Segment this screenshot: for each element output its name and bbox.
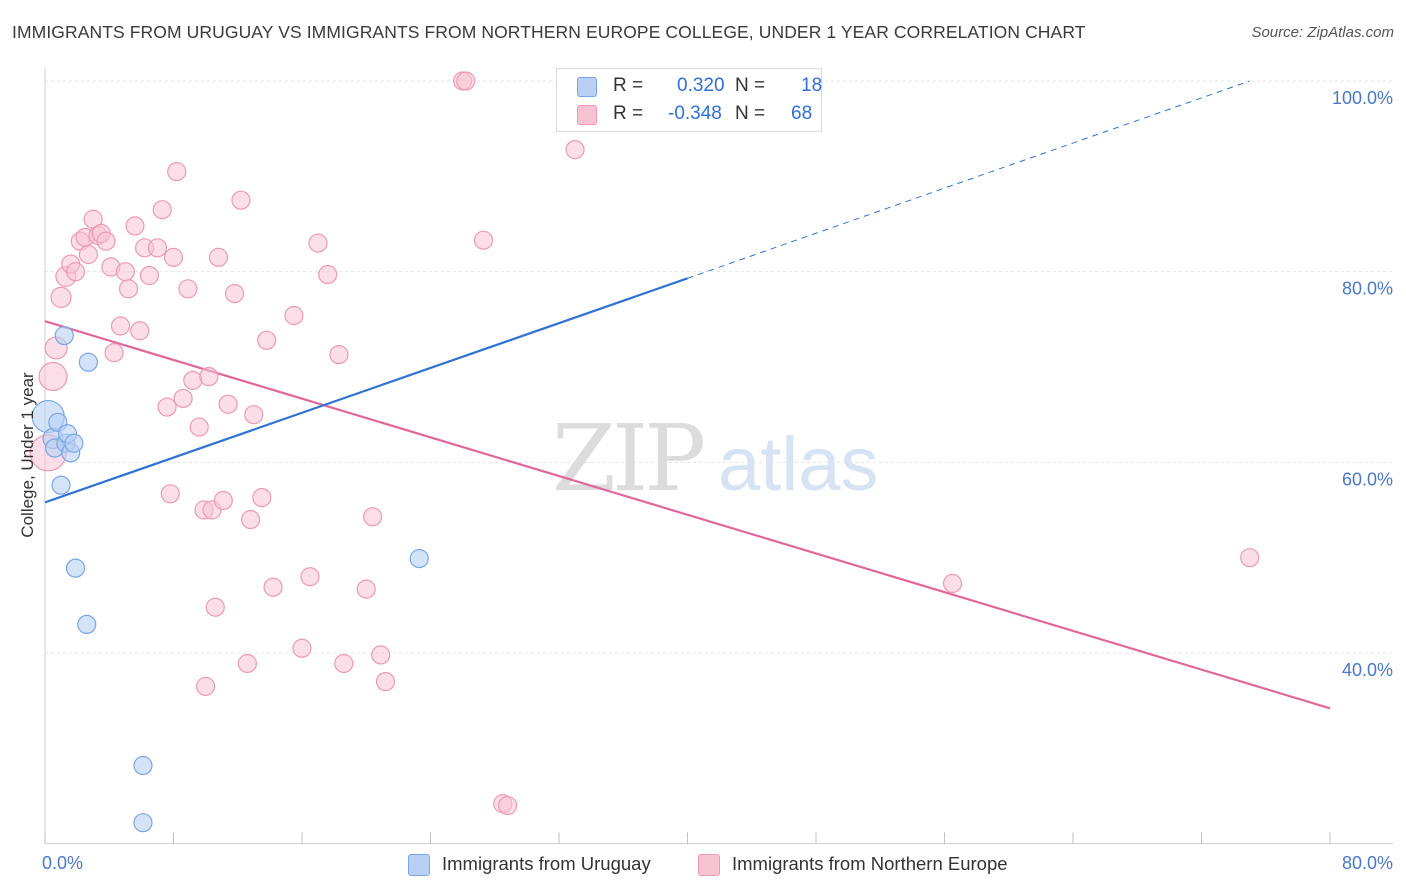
point-neurope [160, 484, 180, 504]
bottom-legend-label-neurope: Immigrants from Northern Europe [732, 853, 1008, 874]
point-neurope [257, 330, 277, 350]
point-neurope [196, 676, 216, 696]
y-tick-label: 40.0% [1342, 660, 1393, 680]
point-neurope [942, 573, 963, 594]
point-uruguay [64, 433, 84, 453]
point-neurope [125, 216, 145, 236]
point-neurope [167, 161, 187, 182]
point-neurope [213, 490, 233, 511]
point-neurope [38, 361, 68, 392]
point-uruguay [77, 614, 97, 635]
point-neurope [65, 262, 86, 282]
point-uruguay [409, 549, 429, 569]
point-neurope [224, 283, 245, 304]
point-neurope [115, 262, 135, 282]
point-neurope [231, 190, 251, 210]
y-axis-title: College, Under 1 year [18, 372, 37, 538]
point-neurope [329, 345, 349, 365]
point-neurope [208, 247, 229, 267]
point-neurope [163, 247, 184, 267]
legend-n-uruguay: 18 [801, 75, 823, 96]
point-neurope [152, 200, 172, 220]
trend-line-neurope [44, 320, 1331, 710]
legend-r-label: R = [613, 75, 644, 96]
legend-n-neurope: 68 [791, 103, 813, 124]
point-neurope [130, 321, 150, 341]
watermark-zip: ZIP [552, 405, 703, 512]
bottom-legend-swatch-uruguay [408, 854, 430, 876]
point-neurope [241, 509, 261, 530]
point-neurope [183, 370, 203, 390]
point-neurope [308, 233, 328, 253]
watermark-atlas: atlas [718, 422, 879, 507]
point-uruguay [133, 755, 153, 776]
point-neurope [292, 638, 312, 658]
trend-line-uruguay [44, 277, 688, 504]
point-neurope [456, 71, 476, 91]
point-neurope [356, 579, 376, 599]
point-neurope [189, 417, 209, 437]
point-neurope [300, 567, 320, 587]
point-uruguay [78, 352, 98, 372]
point-neurope [96, 231, 116, 251]
grid [45, 80, 1393, 654]
legend-r-label: R = [613, 103, 644, 124]
point-neurope [205, 597, 225, 617]
point-neurope [284, 305, 304, 326]
point-neurope [371, 645, 391, 665]
legend-r-neurope: -0.348 [668, 103, 722, 124]
point-neurope [157, 397, 177, 417]
point-neurope [178, 279, 198, 299]
point-neurope [139, 265, 160, 286]
y-tick-label: 60.0% [1342, 469, 1393, 489]
legend-swatch-uruguay [577, 77, 597, 97]
point-neurope [50, 286, 72, 309]
trend-lines [44, 80, 1331, 710]
point-neurope [375, 671, 396, 692]
point-neurope [498, 795, 518, 816]
point-neurope [363, 507, 383, 527]
watermark: ZIP atlas [552, 405, 879, 512]
point-uruguay [54, 325, 74, 346]
point-neurope [218, 394, 238, 414]
legend-n-label: N = [735, 103, 766, 124]
point-neurope [565, 140, 585, 160]
bottom-legend-label-uruguay: Immigrants from Uruguay [442, 853, 651, 874]
tick-labels: 100.0% 80.0% 60.0% 40.0% 0.0% 80.0% [42, 88, 1393, 873]
bottom-legend-swatch-neurope [698, 854, 720, 876]
point-neurope [147, 238, 168, 258]
x-tick-label: 0.0% [42, 853, 83, 873]
point-neurope [1240, 548, 1260, 568]
point-neurope [118, 279, 139, 299]
legend-r-uruguay: 0.320 [677, 75, 725, 96]
chart-title: IMMIGRANTS FROM URUGUAY VS IMMIGRANTS FR… [12, 22, 1086, 42]
point-neurope [473, 230, 494, 250]
point-neurope [318, 264, 338, 285]
point-neurope [104, 343, 124, 363]
trend-line-uruguay-dashed [687, 80, 1250, 279]
legend-swatch-neurope [577, 105, 597, 125]
point-neurope [173, 388, 193, 409]
point-neurope [78, 244, 98, 265]
y-tick-label: 100.0% [1332, 88, 1393, 108]
point-neurope [263, 577, 283, 597]
point-uruguay [51, 475, 71, 495]
y-tick-label: 80.0% [1342, 279, 1393, 299]
point-neurope [252, 488, 272, 508]
point-uruguay [65, 558, 86, 578]
point-neurope [199, 366, 219, 387]
point-neurope [110, 316, 131, 336]
legend-n-label: N = [735, 75, 766, 96]
point-neurope [244, 405, 264, 425]
x-tick-label: 80.0% [1342, 853, 1393, 873]
point-neurope [237, 653, 257, 674]
point-uruguay [133, 813, 153, 833]
legend: R = 0.320 N = 18 R = -0.348 N = 68 [556, 68, 822, 132]
point-neurope [334, 653, 354, 674]
source-credit: Source: ZipAtlas.com [1251, 24, 1394, 41]
